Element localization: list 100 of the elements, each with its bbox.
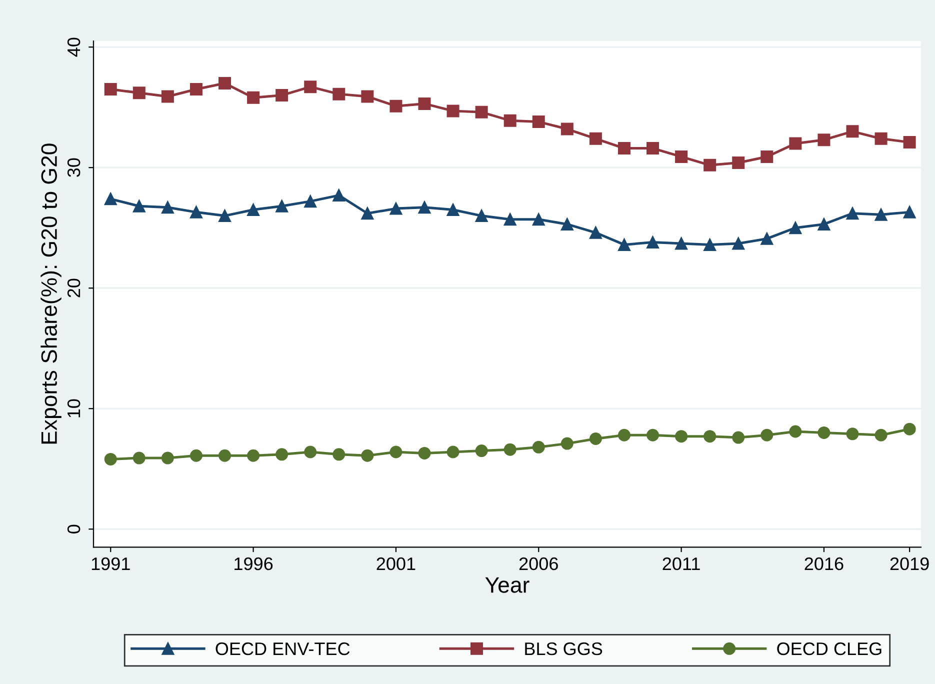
point — [247, 91, 260, 104]
point — [560, 122, 574, 136]
point — [418, 201, 431, 214]
point — [846, 428, 859, 440]
x-axis-title: Year — [485, 577, 530, 593]
point — [475, 210, 488, 222]
point — [874, 132, 888, 145]
point — [874, 208, 888, 221]
point — [390, 202, 402, 215]
point — [218, 76, 232, 90]
point — [818, 426, 830, 439]
point — [332, 448, 346, 461]
point — [161, 201, 174, 214]
point — [560, 437, 574, 450]
point — [532, 116, 545, 128]
point — [332, 88, 346, 100]
point — [646, 428, 660, 442]
point — [874, 428, 888, 442]
legend-label: OECD CLEG — [777, 642, 882, 656]
point — [446, 104, 460, 118]
point — [704, 158, 716, 172]
point — [276, 200, 288, 212]
point — [646, 142, 660, 155]
point — [475, 444, 488, 458]
point — [675, 150, 688, 163]
point — [818, 218, 830, 230]
legend-label: OECD ENV-TEC — [216, 642, 350, 656]
point — [818, 134, 830, 146]
point — [846, 125, 859, 138]
point — [132, 200, 146, 212]
point — [732, 431, 745, 444]
point — [446, 446, 460, 458]
point — [361, 449, 374, 462]
y-tick-label: 20 — [67, 278, 80, 298]
point — [675, 430, 688, 443]
point — [418, 446, 431, 460]
point — [332, 189, 346, 202]
point — [446, 204, 460, 216]
point — [789, 137, 802, 150]
point — [618, 238, 630, 251]
x-tick-label: 2006 — [519, 557, 558, 570]
point — [704, 238, 716, 251]
point — [104, 452, 117, 466]
y-tick-label: 0 — [67, 524, 80, 534]
point — [760, 232, 774, 245]
point — [190, 206, 202, 218]
point — [760, 428, 774, 442]
x-tick-label: 2011 — [662, 557, 700, 570]
point — [190, 449, 202, 462]
point — [589, 432, 602, 445]
point — [704, 430, 716, 443]
point — [390, 446, 402, 458]
point — [304, 80, 317, 94]
y-tick-label: 30 — [67, 158, 80, 177]
point — [789, 222, 802, 234]
x-tick-label: 2019 — [890, 557, 929, 570]
point — [732, 237, 745, 250]
point — [161, 452, 174, 464]
point — [732, 156, 745, 170]
x-tick-label: 1996 — [234, 557, 273, 570]
legend-label: BLS GGS — [525, 642, 602, 656]
point — [132, 452, 146, 464]
point — [104, 82, 117, 96]
point — [846, 207, 859, 220]
point — [504, 213, 516, 226]
point — [361, 90, 374, 103]
point — [560, 218, 574, 230]
point — [247, 204, 260, 216]
x-tick-label: 2001 — [376, 557, 416, 570]
point — [789, 425, 802, 438]
point — [532, 440, 545, 454]
point — [903, 136, 916, 149]
point — [903, 422, 916, 436]
x-tick-label: 2016 — [804, 557, 844, 570]
y-tick-label: 10 — [67, 399, 80, 418]
point — [475, 106, 488, 118]
point — [504, 114, 516, 127]
point — [361, 207, 374, 220]
y-axis-title: Exports Share(%): G20 to G20 — [40, 144, 62, 444]
point — [618, 142, 630, 155]
point — [532, 213, 545, 226]
point — [190, 82, 202, 96]
point — [104, 192, 117, 206]
point — [903, 206, 916, 218]
point — [304, 195, 317, 208]
point — [646, 236, 660, 249]
y-tick-label: 40 — [67, 38, 80, 57]
point — [390, 100, 402, 112]
point — [504, 443, 516, 456]
point — [276, 448, 288, 461]
point — [218, 449, 232, 462]
point — [218, 210, 232, 222]
point — [618, 428, 630, 442]
point — [589, 226, 602, 239]
point — [418, 97, 431, 110]
point — [675, 237, 688, 250]
point — [161, 90, 174, 103]
point — [276, 89, 288, 102]
point — [304, 446, 317, 458]
point — [589, 132, 602, 145]
